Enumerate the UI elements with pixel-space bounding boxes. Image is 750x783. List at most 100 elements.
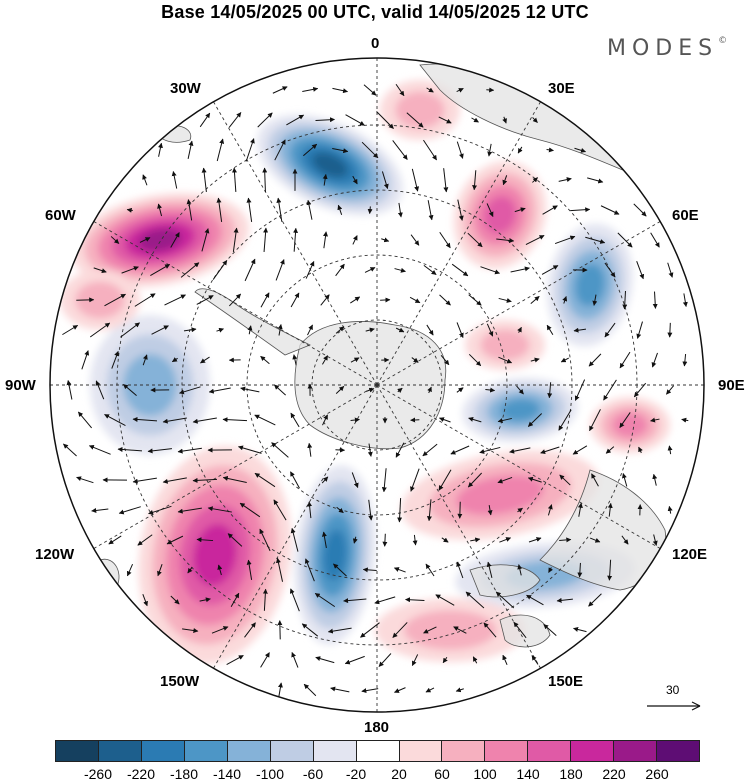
wind-vector xyxy=(180,262,200,278)
wind-vector xyxy=(171,170,178,189)
wind-vector xyxy=(517,564,523,576)
wind-vector xyxy=(350,357,360,363)
wind-vector xyxy=(589,537,601,543)
wind-vector xyxy=(472,656,478,664)
wind-vector xyxy=(546,324,554,336)
wind-vector xyxy=(211,626,229,634)
chart-title: Base 14/05/2025 00 UTC, valid 14/05/2025… xyxy=(161,2,589,22)
wind-vector xyxy=(607,559,613,581)
wind-vector xyxy=(622,290,628,310)
wind-vector xyxy=(510,266,530,273)
reference-vector: 30 xyxy=(645,683,705,713)
wind-vector xyxy=(262,167,268,193)
wind-vector xyxy=(260,652,270,668)
wind-vector xyxy=(290,292,300,308)
wind-vector xyxy=(548,567,554,573)
wind-vector xyxy=(572,445,588,455)
wind-vector xyxy=(277,682,283,698)
modes-logo: MODES© xyxy=(607,36,727,61)
wind-vector xyxy=(360,622,380,638)
wind-vector xyxy=(186,199,193,221)
wind-vector xyxy=(196,537,214,543)
meridian-line xyxy=(376,384,661,549)
wind-vector xyxy=(179,386,201,395)
wind-vector xyxy=(438,469,452,491)
wind-vector xyxy=(350,417,360,423)
meridian-line xyxy=(93,221,378,386)
wind-vector xyxy=(271,442,289,458)
anomaly-contour xyxy=(499,398,541,422)
wind-vector xyxy=(457,199,464,221)
wind-vector xyxy=(322,173,328,186)
wind-vector xyxy=(425,563,435,577)
wind-vector xyxy=(344,655,365,665)
wind-vector xyxy=(303,683,317,697)
wind-vector xyxy=(487,143,493,157)
wind-vector xyxy=(111,350,119,369)
wind-vector xyxy=(588,353,602,367)
wind-vector xyxy=(441,537,449,543)
colorbar-swatch xyxy=(399,741,443,761)
colorbar-tick-label: -20 xyxy=(345,766,367,782)
wind-vector xyxy=(187,140,194,160)
wind-vector xyxy=(322,355,328,365)
wind-vector xyxy=(77,411,93,429)
wind-vector xyxy=(394,267,406,273)
wind-vector xyxy=(263,227,269,253)
wind-vector xyxy=(170,595,180,605)
wind-vector xyxy=(274,139,286,161)
wind-vector xyxy=(558,409,572,431)
colorbar-tick-label: 180 xyxy=(559,766,583,782)
wind-vector xyxy=(321,476,329,484)
wind-vector xyxy=(302,86,319,92)
wind-vector xyxy=(411,654,419,667)
wind-vector xyxy=(361,688,379,694)
wind-vector xyxy=(273,499,287,521)
lon-label-30e: 30E xyxy=(548,80,575,97)
wind-vector xyxy=(636,260,645,280)
wind-vector xyxy=(62,324,79,336)
colorbar-tick-label: 60 xyxy=(434,766,450,782)
wind-vector xyxy=(272,86,288,94)
wind-vector xyxy=(450,445,470,455)
wind-vector xyxy=(247,325,253,335)
wind-vector xyxy=(254,414,276,426)
colorbar-tick-label: -260 xyxy=(83,766,113,782)
wind-vector xyxy=(177,507,202,514)
wind-vector xyxy=(532,117,538,123)
reference-arrow-icon xyxy=(647,701,701,711)
wind-vector xyxy=(395,327,405,333)
wind-vector xyxy=(335,386,345,394)
wind-vector xyxy=(540,446,560,454)
wind-vector xyxy=(525,235,545,245)
wind-vector xyxy=(498,297,512,303)
wind-vector xyxy=(547,504,553,516)
wind-vector xyxy=(132,416,158,422)
wind-vector xyxy=(667,262,674,278)
wind-vector xyxy=(650,232,660,248)
wind-vector xyxy=(142,174,148,186)
wind-vector xyxy=(667,322,673,338)
wind-vector xyxy=(381,468,387,493)
wind-vector xyxy=(425,687,435,693)
wind-vector xyxy=(222,475,247,484)
wind-vector xyxy=(392,140,408,160)
wind-vector xyxy=(290,412,300,428)
wind-vector xyxy=(652,291,658,309)
wind-vector xyxy=(410,234,420,246)
wind-vector xyxy=(502,175,508,186)
wind-vector xyxy=(465,591,485,609)
wind-vector xyxy=(453,626,467,634)
wind-vector xyxy=(151,325,169,335)
wind-vector xyxy=(200,356,210,364)
colorbar-swatch xyxy=(528,741,572,761)
wind-vector xyxy=(619,412,631,428)
wind-vector xyxy=(574,379,586,401)
wind-vector xyxy=(472,170,478,191)
wind-vector xyxy=(170,232,180,248)
wind-vector xyxy=(257,112,273,128)
wind-vector xyxy=(108,535,122,545)
wind-vector xyxy=(455,687,464,693)
wind-vector xyxy=(120,322,140,338)
wind-vector xyxy=(542,205,558,215)
